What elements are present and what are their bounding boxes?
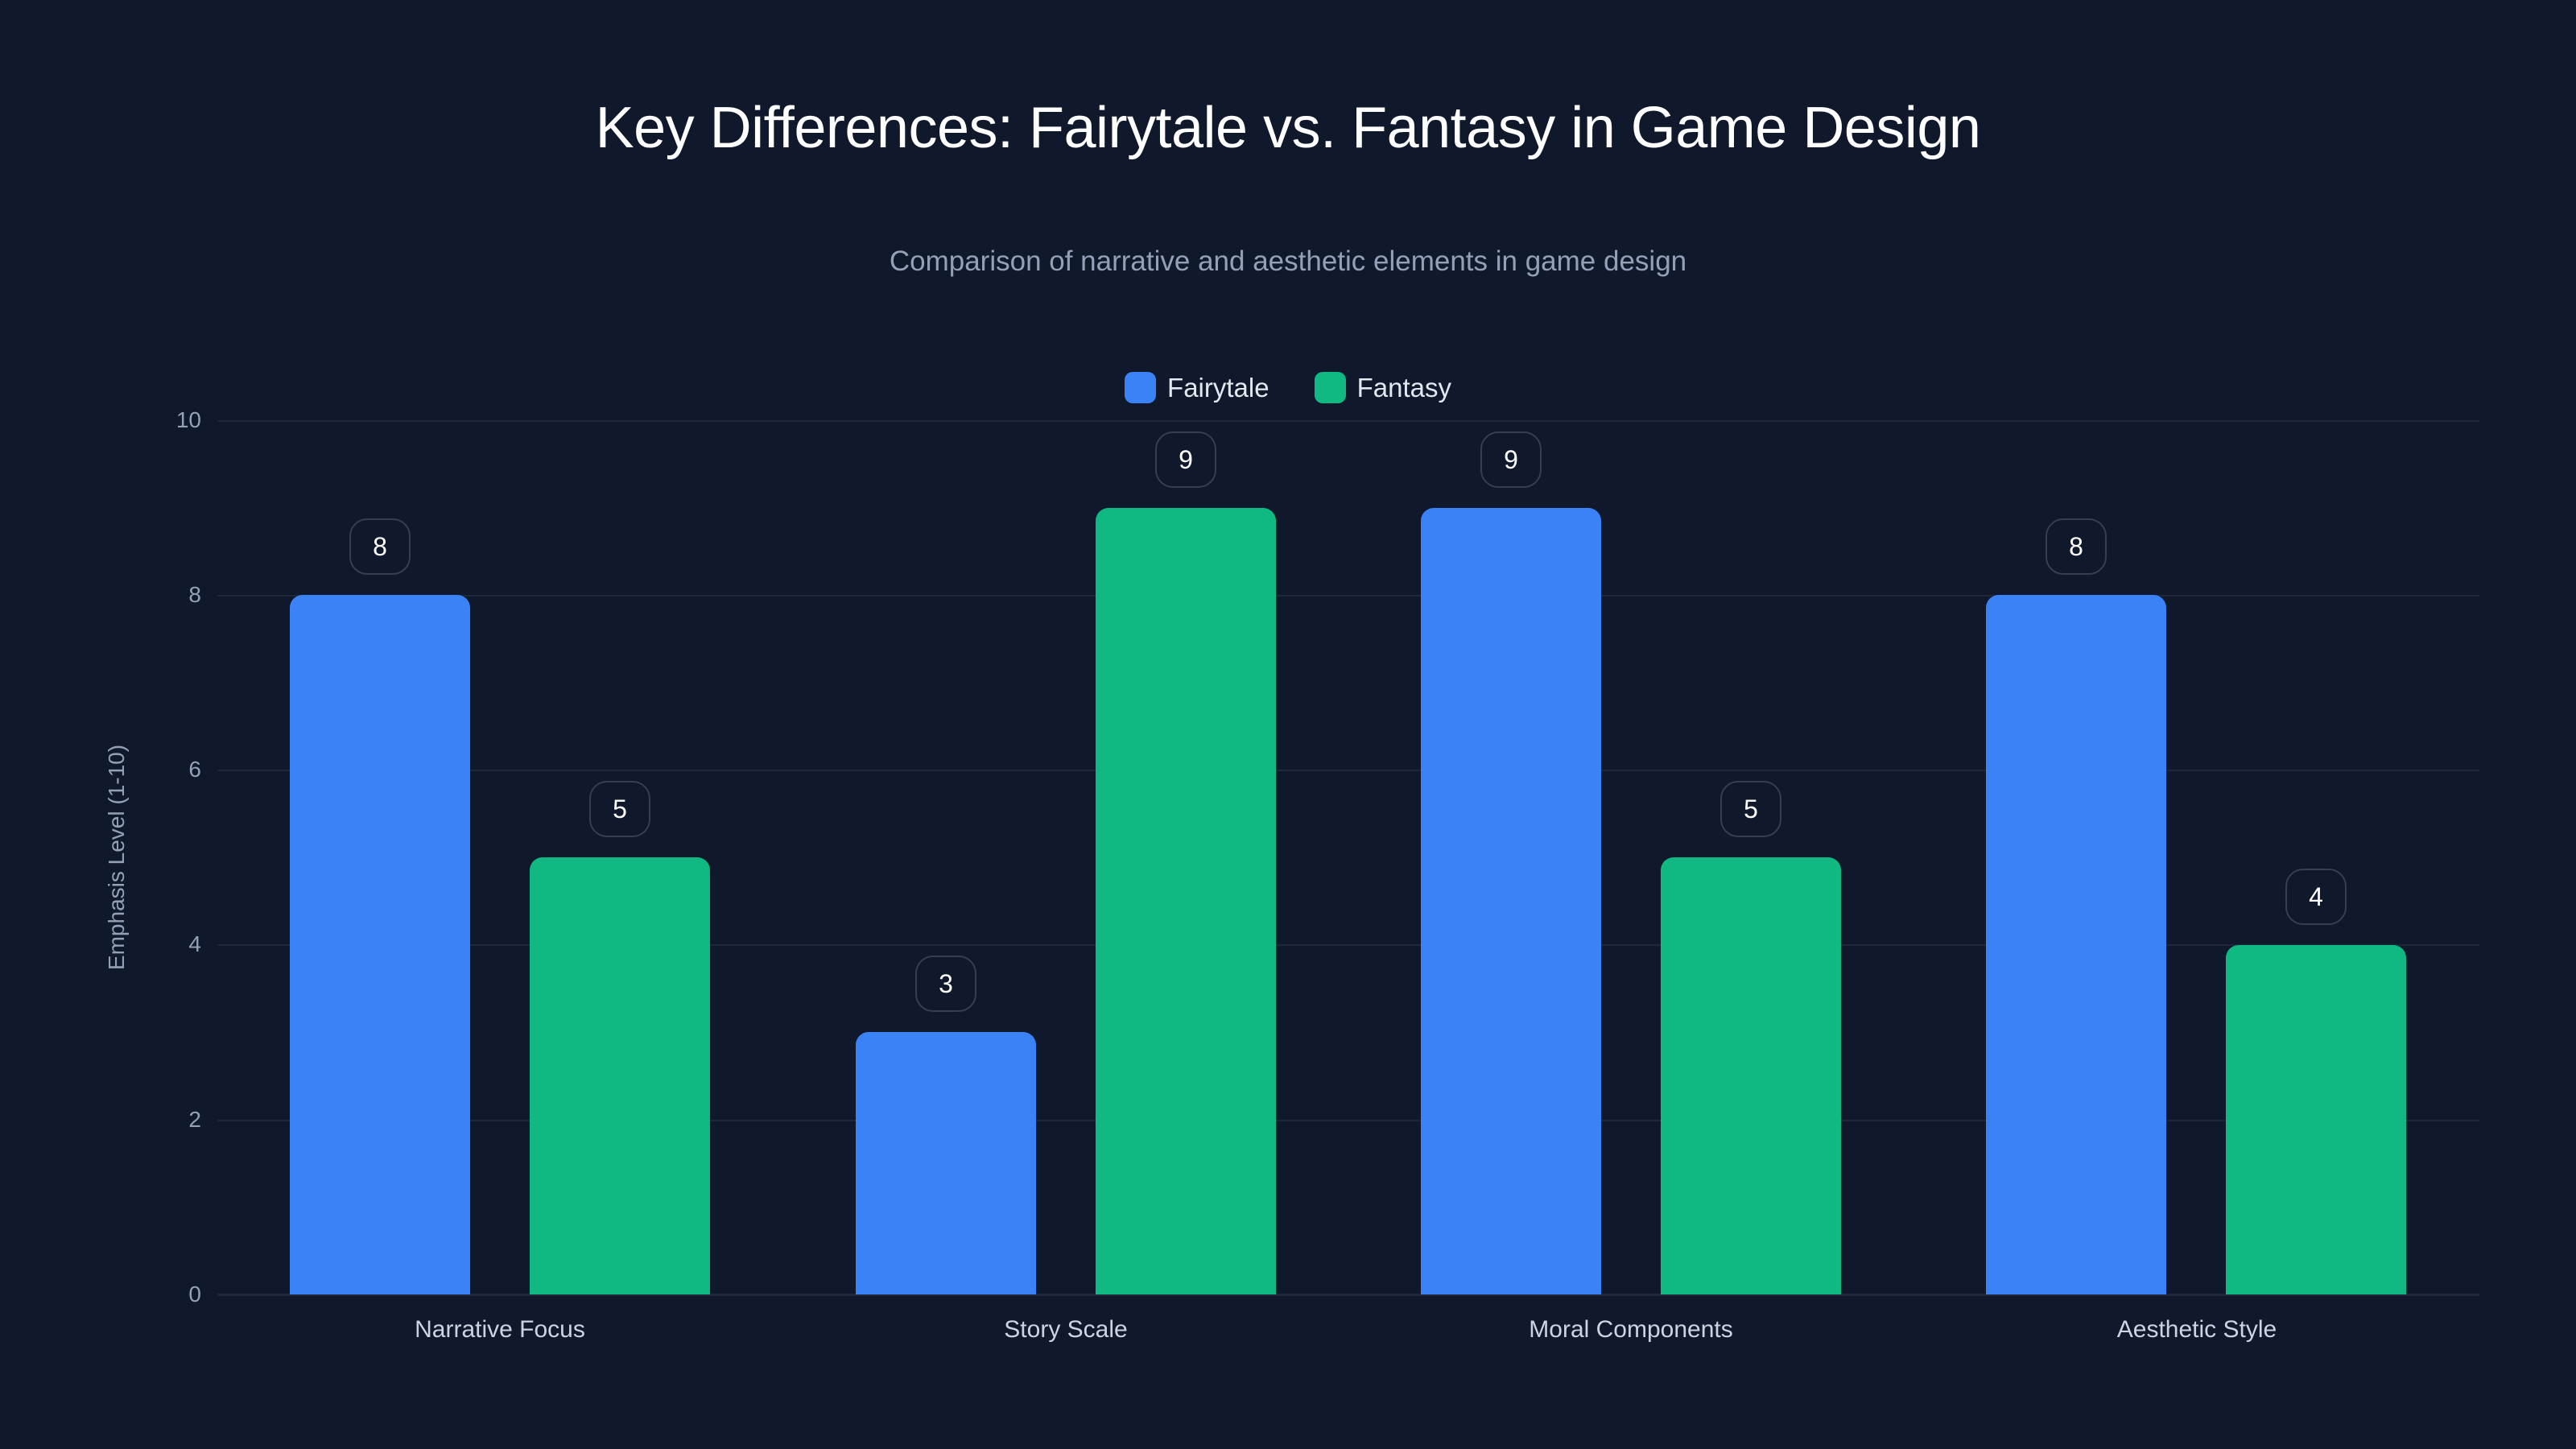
legend: Fairytale Fantasy — [0, 372, 2576, 403]
value-label-fantasy-moral-components: 5 — [1720, 781, 1781, 837]
gridline-8 — [217, 595, 2479, 597]
gridline-6 — [217, 770, 2479, 771]
x-tick-story-scale: Story Scale — [1004, 1316, 1128, 1343]
x-tick-narrative-focus: Narrative Focus — [415, 1316, 585, 1343]
y-tick-8: 8 — [188, 582, 201, 607]
y-tick-2: 2 — [188, 1107, 201, 1132]
bar-fairytale-story-scale[interactable] — [856, 1032, 1036, 1294]
value-label-fairytale-aesthetic-style: 8 — [2046, 518, 2107, 575]
gridline-2 — [217, 1120, 2479, 1121]
y-tick-10: 10 — [175, 407, 201, 432]
y-tick-6: 6 — [188, 757, 201, 782]
legend-label-fairytale: Fairytale — [1167, 372, 1269, 402]
bar-fairytale-moral-components[interactable] — [1421, 508, 1601, 1294]
bar-fairytale-aesthetic-style[interactable] — [1986, 595, 2166, 1294]
x-axis-baseline — [217, 1294, 2479, 1296]
value-label-fantasy-aesthetic-style: 4 — [2285, 869, 2347, 925]
chart-subtitle: Comparison of narrative and aesthetic el… — [889, 246, 1687, 277]
bar-fantasy-narrative-focus[interactable] — [530, 857, 710, 1294]
plot-area: 10 8 6 4 2 0 8 5 3 9 9 5 8 4 — [176, 407, 2479, 1307]
value-label-fairytale-moral-components: 9 — [1480, 431, 1542, 488]
legend-item-fairytale[interactable]: Fairytale — [1125, 372, 1269, 403]
value-label-fairytale-story-scale: 3 — [915, 956, 976, 1012]
value-label-fantasy-story-scale: 9 — [1155, 431, 1216, 488]
bar-fairytale-narrative-focus[interactable] — [290, 595, 470, 1294]
bar-fantasy-aesthetic-style[interactable] — [2226, 945, 2406, 1294]
legend-swatch-fantasy — [1314, 372, 1346, 403]
legend-swatch-fairytale — [1125, 372, 1157, 403]
gridline-10 — [217, 420, 2479, 422]
legend-label-fantasy: Fantasy — [1356, 372, 1451, 402]
bar-fantasy-moral-components[interactable] — [1661, 857, 1841, 1294]
value-label-fantasy-narrative-focus: 5 — [589, 781, 650, 837]
value-label-fairytale-narrative-focus: 8 — [349, 518, 411, 575]
x-tick-moral-components: Moral Components — [1529, 1316, 1733, 1343]
gridline-4 — [217, 944, 2479, 946]
x-tick-aesthetic-style: Aesthetic Style — [2116, 1316, 2277, 1343]
chart-title: Key Differences: Fairytale vs. Fantasy i… — [595, 96, 1981, 160]
y-tick-4: 4 — [188, 931, 201, 956]
bar-fantasy-story-scale[interactable] — [1096, 508, 1276, 1294]
legend-item-fantasy[interactable]: Fantasy — [1314, 372, 1451, 403]
y-tick-0: 0 — [188, 1282, 201, 1307]
